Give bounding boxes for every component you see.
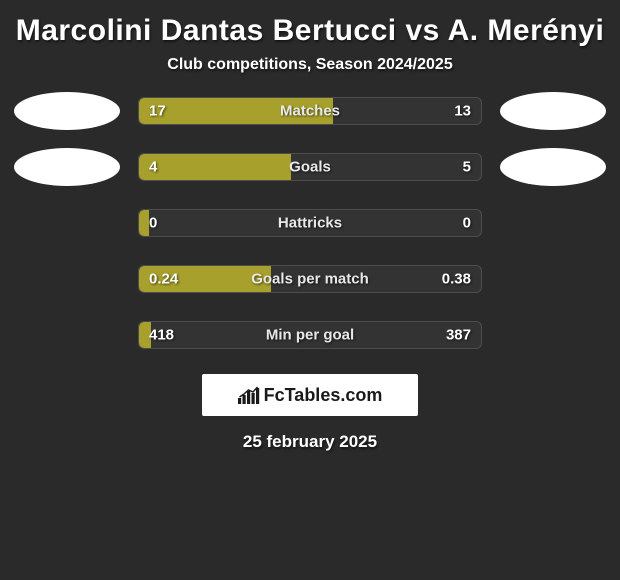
stat-value-left: 418 xyxy=(149,327,174,344)
avatar-right xyxy=(500,92,606,130)
avatar-spacer xyxy=(14,260,120,298)
stat-value-right: 387 xyxy=(446,327,471,344)
stat-row: 0.24 Goals per match 0.38 xyxy=(0,260,620,298)
avatar-spacer xyxy=(14,204,120,242)
barchart-icon xyxy=(238,386,260,404)
stat-value-left: 0 xyxy=(149,215,157,232)
stat-value-right: 13 xyxy=(454,103,471,120)
stat-row: 418 Min per goal 387 xyxy=(0,316,620,354)
date-line: 25 february 2025 xyxy=(0,432,620,452)
page-title: Marcolini Dantas Bertucci vs A. Merényi xyxy=(0,0,620,56)
avatar-spacer xyxy=(14,316,120,354)
stat-bar: 0.24 Goals per match 0.38 xyxy=(138,265,482,293)
stat-label: Matches xyxy=(280,103,340,120)
stat-label: Hattricks xyxy=(278,215,342,232)
avatar-left xyxy=(14,92,120,130)
avatar-spacer xyxy=(500,260,606,298)
subtitle: Club competitions, Season 2024/2025 xyxy=(0,56,620,92)
stat-label: Goals xyxy=(289,159,331,176)
avatar-spacer xyxy=(500,316,606,354)
stat-row: 17 Matches 13 xyxy=(0,92,620,130)
stat-bar: 0 Hattricks 0 xyxy=(138,209,482,237)
stat-row: 0 Hattricks 0 xyxy=(0,204,620,242)
stat-rows: 17 Matches 13 4 Goals 5 0 Hattricks 0 0.24 Goals p… xyxy=(0,92,620,354)
stat-bar-fill xyxy=(139,210,149,236)
stat-bar: 418 Min per goal 387 xyxy=(138,321,482,349)
stat-bar-fill xyxy=(139,154,291,180)
stat-bar: 4 Goals 5 xyxy=(138,153,482,181)
brand-box[interactable]: FcTables.com xyxy=(202,374,418,416)
stat-label: Min per goal xyxy=(266,327,354,344)
avatar-spacer xyxy=(500,204,606,242)
stat-label: Goals per match xyxy=(251,271,369,288)
brand-text: FcTables.com xyxy=(264,385,383,406)
stat-value-right: 0.38 xyxy=(442,271,471,288)
avatar-right xyxy=(500,148,606,186)
stat-value-left: 0.24 xyxy=(149,271,178,288)
stat-value-left: 4 xyxy=(149,159,157,176)
stat-bar: 17 Matches 13 xyxy=(138,97,482,125)
stat-row: 4 Goals 5 xyxy=(0,148,620,186)
avatar-left xyxy=(14,148,120,186)
stat-value-right: 5 xyxy=(463,159,471,176)
stat-value-left: 17 xyxy=(149,103,166,120)
stat-value-right: 0 xyxy=(463,215,471,232)
